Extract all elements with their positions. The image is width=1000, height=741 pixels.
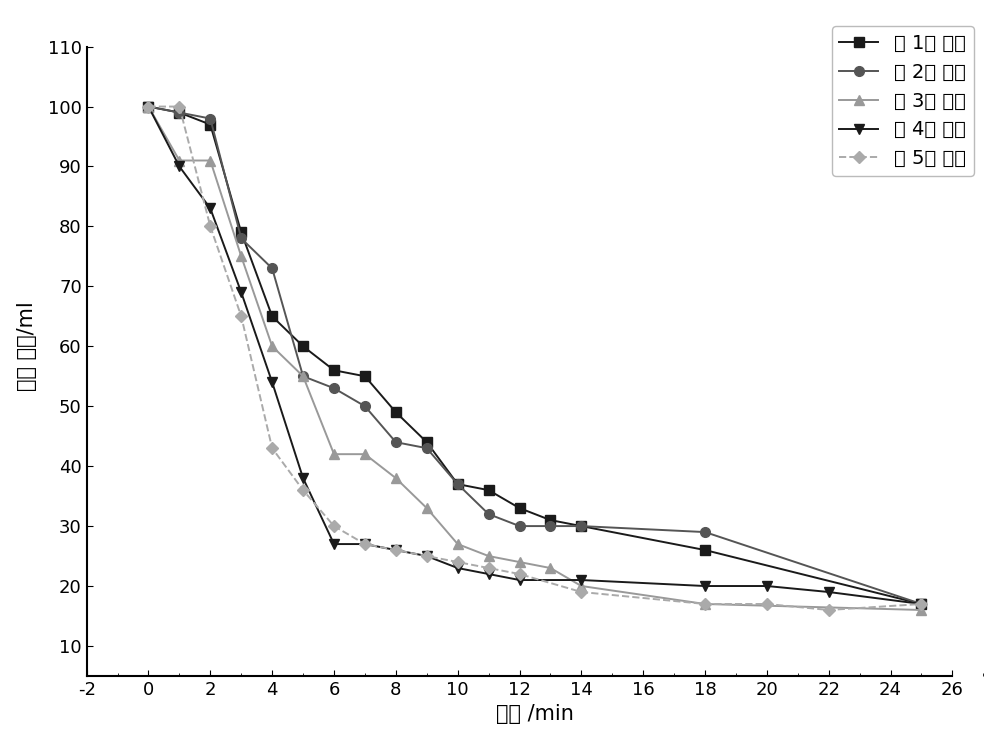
第 1次 循环 [452,479,464,488]
第 3次 循环 [142,102,154,111]
Line: 第 4次 循环: 第 4次 循环 [144,102,926,609]
第 5次 循环 [452,557,464,566]
第 1次 循环 [544,516,556,525]
第 3次 循环 [699,599,711,608]
第 5次 循环 [266,444,278,453]
第 1次 循环 [266,312,278,321]
第 5次 循环 [915,599,927,608]
第 1次 循环 [359,372,371,381]
第 4次 循环 [390,545,402,554]
第 5次 循环 [173,102,185,111]
第 3次 循环 [483,551,495,560]
第 3次 循环 [235,252,247,261]
第 2次 循环 [421,444,433,453]
第 3次 循环 [390,473,402,482]
Legend: 第 1次 循环, 第 2次 循环, 第 3次 循环, 第 4次 循环, 第 5次 循环: 第 1次 循环, 第 2次 循环, 第 3次 循环, 第 4次 循环, 第 5次… [832,27,974,176]
第 5次 循环 [575,588,587,597]
第 3次 循环 [328,450,340,459]
第 2次 循环 [328,384,340,393]
第 5次 循环 [204,222,216,231]
第 2次 循环 [173,108,185,117]
第 5次 循环 [421,551,433,560]
第 4次 循环 [823,588,835,597]
第 5次 循环 [390,545,402,554]
第 5次 循环 [297,485,309,494]
第 2次 循环 [575,522,587,531]
第 4次 循环 [173,162,185,171]
第 4次 循环 [235,288,247,297]
第 5次 循环 [142,102,154,111]
第 1次 循环 [142,102,154,111]
第 1次 循环 [390,408,402,416]
第 2次 循环 [544,522,556,531]
第 1次 循环 [514,504,526,513]
第 4次 循环 [483,570,495,579]
第 3次 循环 [421,504,433,513]
第 1次 循环 [235,228,247,237]
第 2次 循环 [266,264,278,273]
Line: 第 2次 循环: 第 2次 循环 [144,102,926,609]
第 3次 循环 [297,372,309,381]
Line: 第 5次 循环: 第 5次 循环 [144,102,926,614]
第 2次 循环 [390,438,402,447]
第 5次 循环 [761,599,773,608]
第 4次 循环 [266,378,278,387]
第 1次 循环 [297,342,309,350]
第 4次 循环 [297,473,309,482]
第 2次 循环 [235,234,247,243]
第 3次 循环 [575,582,587,591]
第 3次 循环 [266,342,278,350]
Line: 第 3次 循环: 第 3次 循环 [144,102,926,615]
第 4次 循环 [328,539,340,548]
第 3次 循环 [359,450,371,459]
Line: 第 1次 循环: 第 1次 循环 [144,102,926,609]
第 5次 循环 [359,539,371,548]
第 4次 循环 [142,102,154,111]
第 5次 循环 [328,522,340,531]
第 5次 循环 [483,564,495,573]
第 2次 循环 [204,114,216,123]
第 3次 循环 [452,539,464,548]
第 2次 循环 [483,510,495,519]
第 4次 循环 [761,582,773,591]
第 4次 循环 [514,576,526,585]
第 4次 循环 [359,539,371,548]
第 4次 循环 [575,576,587,585]
Y-axis label: 沉降 体积/ml: 沉降 体积/ml [17,302,37,391]
第 4次 循环 [452,564,464,573]
第 1次 循环 [699,545,711,554]
第 1次 循环 [575,522,587,531]
第 3次 循环 [204,156,216,165]
第 3次 循环 [173,156,185,165]
第 1次 循环 [483,485,495,494]
第 3次 循环 [915,605,927,614]
第 2次 循环 [297,372,309,381]
第 1次 循环 [173,108,185,117]
第 5次 循环 [699,599,711,608]
第 3次 循环 [544,564,556,573]
第 2次 循环 [699,528,711,536]
第 1次 循环 [328,366,340,375]
第 2次 循环 [359,402,371,411]
第 2次 循环 [915,599,927,608]
第 5次 循环 [235,312,247,321]
第 1次 循环 [915,599,927,608]
X-axis label: 时间 /min: 时间 /min [496,705,574,725]
第 1次 循环 [421,438,433,447]
第 2次 循环 [514,522,526,531]
第 3次 循环 [514,557,526,566]
第 2次 循环 [142,102,154,111]
第 5次 循环 [823,605,835,614]
第 2次 循环 [452,479,464,488]
第 1次 循环 [204,120,216,129]
第 4次 循环 [699,582,711,591]
第 4次 循环 [915,599,927,608]
第 4次 循环 [204,204,216,213]
第 5次 循环 [514,570,526,579]
第 4次 循环 [421,551,433,560]
